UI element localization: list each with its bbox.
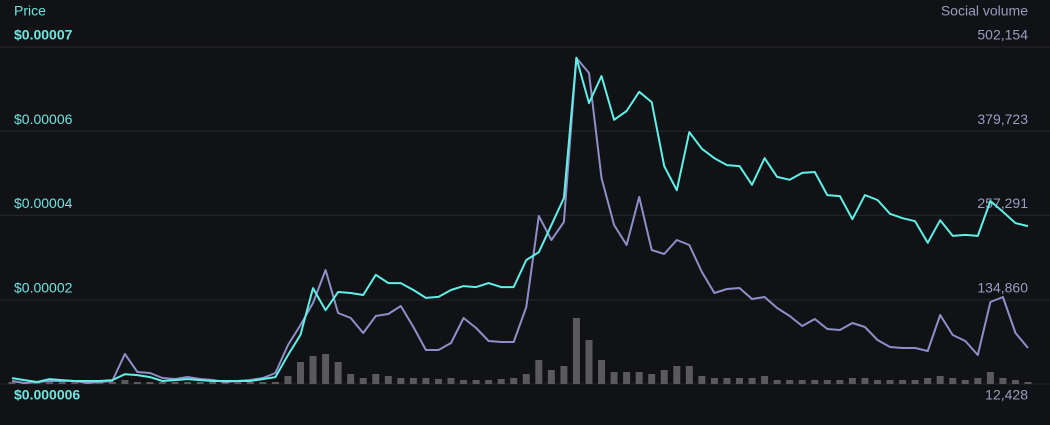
y2-tick-label: 134,860 bbox=[977, 279, 1028, 295]
bar bbox=[397, 378, 405, 384]
bar bbox=[108, 382, 116, 384]
bar bbox=[547, 370, 555, 384]
bar bbox=[974, 378, 982, 384]
y-tick-label: $0.00002 bbox=[14, 280, 73, 296]
bar bbox=[848, 378, 856, 384]
y-axis-label: Price bbox=[14, 3, 46, 19]
bar bbox=[936, 376, 944, 384]
bar bbox=[698, 376, 706, 384]
bar bbox=[873, 380, 881, 384]
bar bbox=[623, 372, 631, 384]
bar bbox=[685, 366, 693, 384]
bar bbox=[823, 380, 831, 384]
bar bbox=[773, 380, 781, 384]
bar bbox=[522, 374, 530, 384]
bar bbox=[146, 382, 154, 384]
bar bbox=[986, 372, 994, 384]
bar bbox=[710, 378, 718, 384]
bar bbox=[510, 378, 518, 384]
bar bbox=[924, 378, 932, 384]
bar bbox=[811, 380, 819, 384]
bar bbox=[761, 376, 769, 384]
bar bbox=[434, 379, 442, 384]
bar bbox=[322, 354, 330, 384]
bar bbox=[209, 382, 217, 384]
bar bbox=[133, 382, 141, 384]
bar bbox=[460, 380, 468, 384]
bar bbox=[723, 378, 731, 384]
bar bbox=[171, 382, 179, 384]
y2-tick-label: 257,291 bbox=[977, 195, 1028, 211]
y-tick-label: $0.000006 bbox=[14, 387, 80, 403]
bar bbox=[485, 380, 493, 384]
bar bbox=[271, 382, 279, 384]
bar bbox=[296, 362, 304, 384]
bar bbox=[861, 378, 869, 384]
bar bbox=[673, 366, 681, 384]
bar bbox=[610, 372, 618, 384]
bar bbox=[196, 382, 204, 384]
y2-tick-label: 12,428 bbox=[985, 387, 1028, 403]
bar bbox=[635, 372, 643, 384]
bar bbox=[836, 380, 844, 384]
line bbox=[11, 57, 1029, 384]
bar bbox=[422, 378, 430, 384]
bar bbox=[359, 378, 367, 384]
bar bbox=[447, 378, 455, 384]
bar bbox=[159, 382, 167, 384]
bar bbox=[598, 360, 606, 384]
y2-tick-label: 502,154 bbox=[977, 27, 1028, 43]
bar bbox=[372, 374, 380, 384]
bar bbox=[246, 382, 254, 384]
bar bbox=[8, 382, 16, 384]
bar bbox=[736, 378, 744, 384]
bar bbox=[309, 356, 317, 384]
bar bbox=[999, 378, 1007, 384]
bar bbox=[409, 378, 417, 384]
y2-tick-label: 379,723 bbox=[977, 111, 1028, 127]
bar bbox=[660, 370, 668, 384]
bar bbox=[1011, 380, 1019, 384]
bar bbox=[648, 374, 656, 384]
bar bbox=[221, 382, 229, 384]
bar bbox=[497, 379, 505, 384]
y-tick-label: $0.00006 bbox=[14, 111, 73, 127]
bar bbox=[71, 382, 79, 384]
bar bbox=[786, 380, 794, 384]
bar bbox=[259, 382, 267, 384]
bar bbox=[911, 380, 919, 384]
bar bbox=[585, 340, 593, 384]
bar bbox=[58, 382, 66, 384]
bar bbox=[949, 378, 957, 384]
bar bbox=[334, 362, 342, 384]
bar bbox=[748, 378, 756, 384]
line bbox=[11, 56, 1029, 383]
bar bbox=[472, 380, 480, 384]
bar bbox=[1024, 382, 1032, 384]
bar bbox=[184, 382, 192, 384]
y2-axis-label: Social volume bbox=[941, 3, 1028, 19]
bar bbox=[572, 318, 580, 384]
bar bbox=[284, 376, 292, 384]
bar bbox=[899, 380, 907, 384]
bar bbox=[347, 374, 355, 384]
y-tick-label: $0.00004 bbox=[14, 195, 73, 211]
bar bbox=[46, 382, 54, 384]
bar bbox=[121, 380, 129, 384]
y-tick-label: $0.00007 bbox=[14, 27, 73, 43]
bar bbox=[234, 382, 242, 384]
bar bbox=[535, 360, 543, 384]
bar bbox=[961, 380, 969, 384]
bar bbox=[384, 376, 392, 384]
bar bbox=[886, 380, 894, 384]
bar bbox=[560, 366, 568, 384]
bar bbox=[798, 380, 806, 384]
